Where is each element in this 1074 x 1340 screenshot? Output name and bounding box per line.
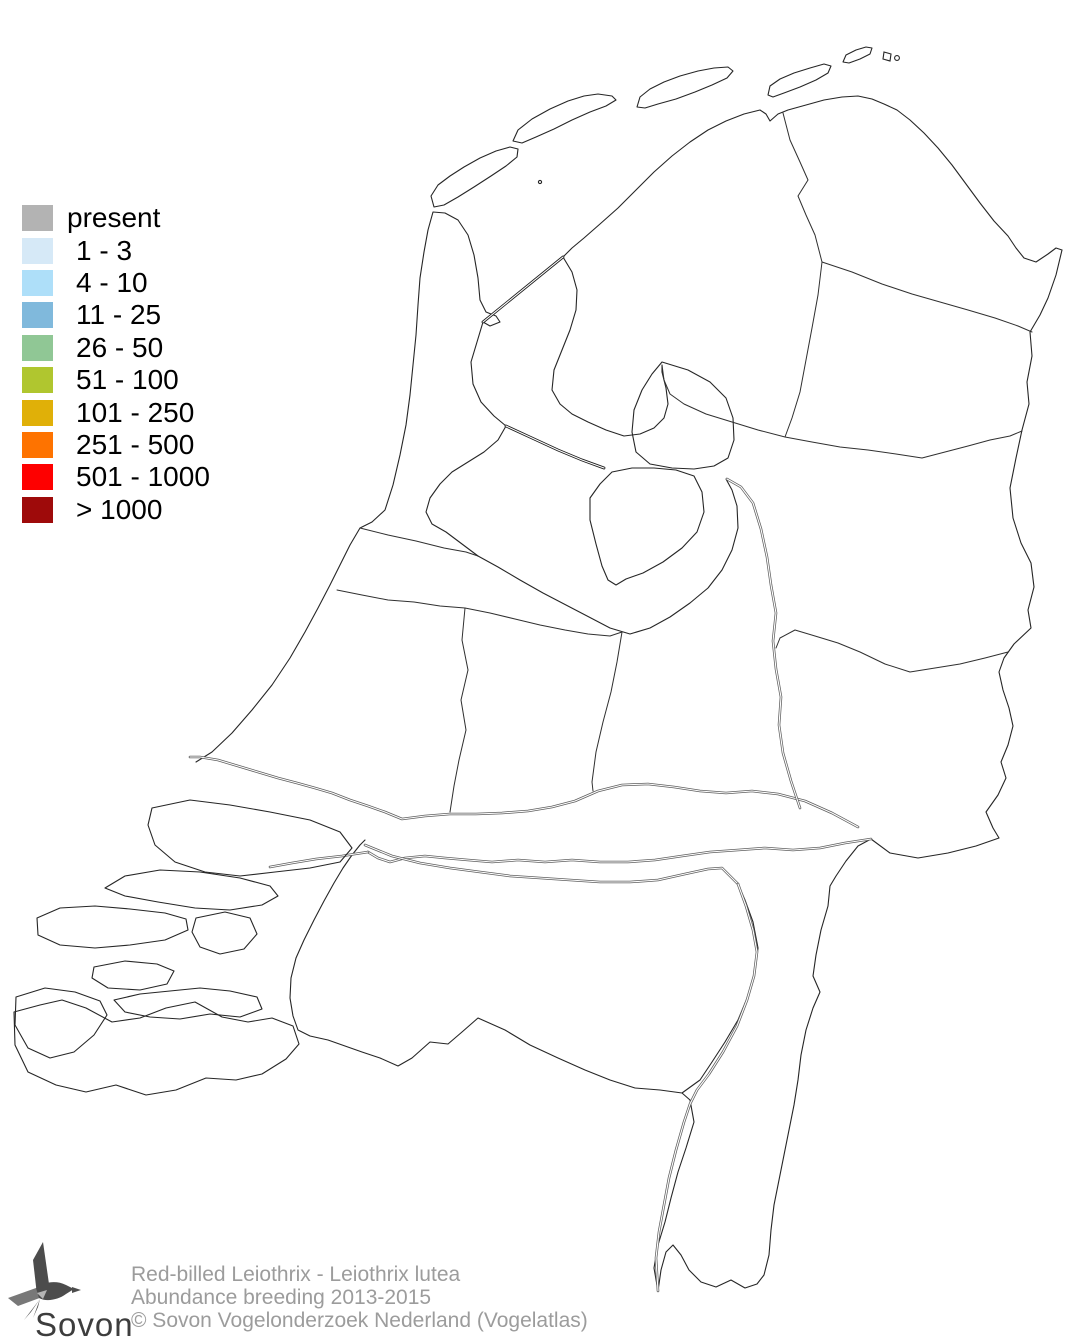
legend-row: 101 - 250 bbox=[22, 396, 210, 428]
legend-row: 501 - 1000 bbox=[22, 461, 210, 493]
province-borders bbox=[336, 112, 1033, 813]
legend-label: > 1000 bbox=[76, 493, 163, 525]
legend-row: > 1000 bbox=[22, 493, 210, 525]
legend-label: 51 - 100 bbox=[76, 364, 179, 396]
legend-row: 51 - 100 bbox=[22, 364, 210, 396]
legend-label: 4 - 10 bbox=[76, 266, 148, 298]
legend-row: 251 - 500 bbox=[22, 428, 210, 460]
zeeland-islands bbox=[13, 799, 353, 1096]
legend-swatch bbox=[22, 205, 53, 232]
legend-label: 1 - 3 bbox=[76, 234, 133, 266]
legend-row: 4 - 10 bbox=[22, 266, 210, 298]
legend-label: 501 - 1000 bbox=[76, 461, 210, 493]
wadden-islands bbox=[430, 46, 900, 208]
legend-swatch bbox=[22, 269, 53, 296]
attribution: Red-billed Leiothrix - Leiothrix lutea A… bbox=[131, 1263, 588, 1332]
legend-swatch bbox=[22, 302, 53, 329]
legend-swatch bbox=[22, 237, 53, 264]
legend-row: 1 - 3 bbox=[22, 234, 210, 266]
legend-swatch bbox=[22, 399, 53, 426]
legend-swatch bbox=[22, 431, 53, 458]
map-subtitle: Abundance breeding 2013-2015 bbox=[131, 1286, 432, 1309]
legend-label: 11 - 25 bbox=[76, 299, 162, 331]
legend-swatch bbox=[22, 367, 53, 394]
legend-row: 11 - 25 bbox=[22, 299, 210, 331]
dikes bbox=[481, 255, 606, 470]
copyright-line: © Sovon Vogelonderzoek Nederland (Vogela… bbox=[131, 1309, 588, 1332]
legend: present 1 - 3 4 - 10 11 - 25 26 - 50 51 … bbox=[22, 202, 210, 529]
legend-swatch bbox=[22, 496, 53, 523]
legend-label: 26 - 50 bbox=[76, 331, 164, 363]
legend-row: 26 - 50 bbox=[22, 331, 210, 363]
ijsselmeer-coasts bbox=[359, 256, 739, 635]
coastline bbox=[195, 95, 1063, 1292]
sovon-swallow-logo-icon bbox=[8, 1242, 81, 1320]
legend-swatch bbox=[22, 334, 53, 361]
sovon-wordmark: Sovon bbox=[35, 1306, 134, 1340]
species-title: Red-billed Leiothrix - Leiothrix lutea bbox=[131, 1263, 461, 1286]
legend-swatch bbox=[22, 464, 53, 491]
legend-label: present bbox=[67, 202, 161, 234]
legend-label: 101 - 250 bbox=[76, 396, 195, 428]
legend-row: present bbox=[22, 202, 210, 234]
legend-label: 251 - 500 bbox=[76, 428, 195, 460]
rivers bbox=[188, 477, 873, 1293]
